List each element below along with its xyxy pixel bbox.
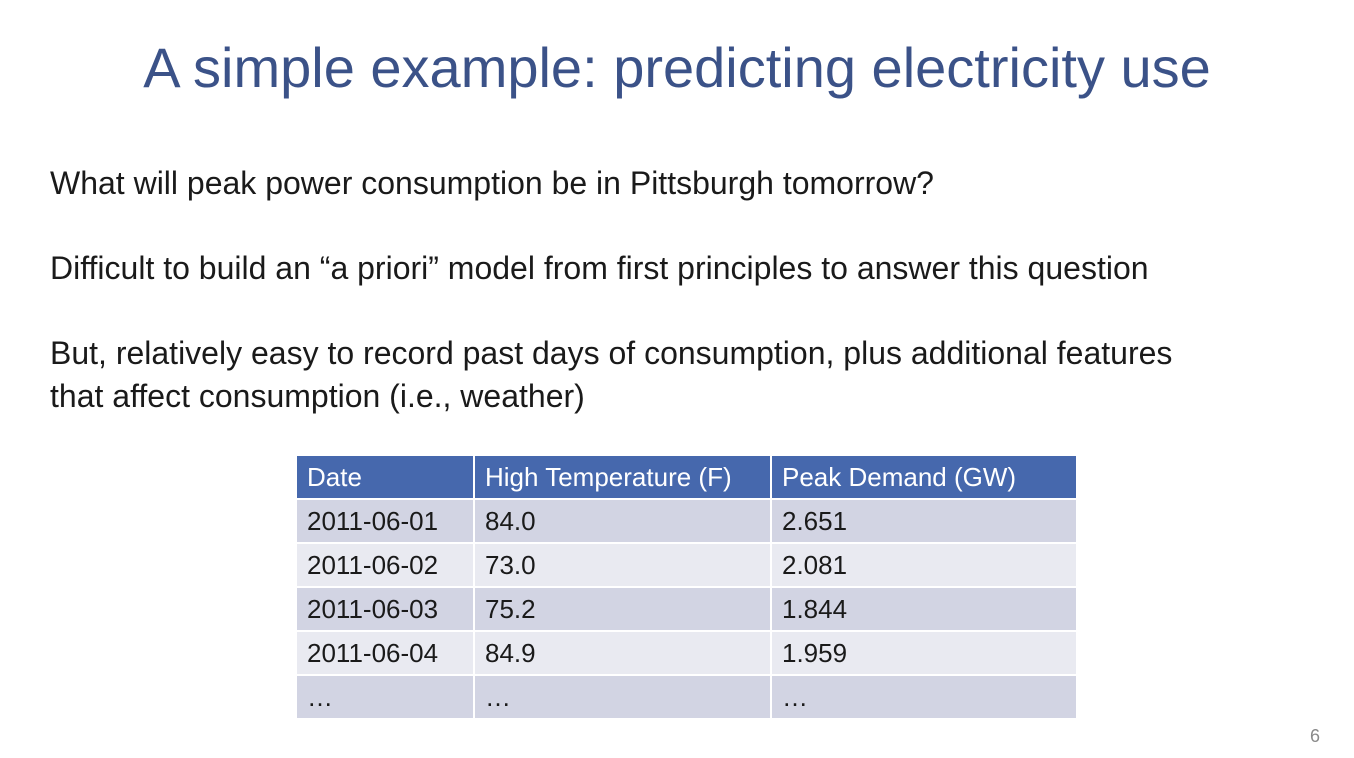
approach-text-line-2: that affect consumption (i.e., weather) (50, 378, 585, 414)
table-header-row: Date High Temperature (F) Peak Demand (G… (295, 454, 1078, 500)
table-row: 2011-06-03 75.2 1.844 (295, 586, 1078, 632)
demand-cell: 1.959 (770, 630, 1078, 676)
question-text: What will peak power consumption be in P… (50, 165, 934, 201)
column-header-high-temperature: High Temperature (F) (473, 454, 772, 500)
temperature-cell: 84.9 (473, 630, 772, 676)
date-cell: 2011-06-04 (295, 630, 475, 676)
table-row-ellipsis: … … … (295, 674, 1078, 720)
column-header-peak-demand: Peak Demand (GW) (770, 454, 1078, 500)
slide-title: A simple example: predicting electricity… (143, 36, 1211, 99)
page-number: 6 (1309, 726, 1320, 746)
temperature-cell: … (473, 674, 772, 720)
demand-cell: 2.081 (770, 542, 1078, 588)
demand-cell: … (770, 674, 1078, 720)
demand-cell: 2.651 (770, 498, 1078, 544)
temperature-cell: 73.0 (473, 542, 772, 588)
data-table: Date High Temperature (F) Peak Demand (G… (295, 454, 1078, 720)
date-cell: 2011-06-01 (295, 498, 475, 544)
table-row: 2011-06-04 84.9 1.959 (295, 630, 1078, 676)
date-cell: 2011-06-02 (295, 542, 475, 588)
temperature-cell: 75.2 (473, 586, 772, 632)
approach-text-line-1: But, relatively easy to record past days… (50, 335, 1173, 371)
temperature-cell: 84.0 (473, 498, 772, 544)
table-row: 2011-06-02 73.0 2.081 (295, 542, 1078, 588)
table-row: 2011-06-01 84.0 2.651 (295, 498, 1078, 544)
difficulty-text: Difficult to build an “a priori” model f… (50, 250, 1149, 286)
date-cell: 2011-06-03 (295, 586, 475, 632)
date-cell: … (295, 674, 475, 720)
demand-cell: 1.844 (770, 586, 1078, 632)
column-header-date: Date (295, 454, 475, 500)
approach-text: But, relatively easy to record past days… (50, 332, 1310, 418)
